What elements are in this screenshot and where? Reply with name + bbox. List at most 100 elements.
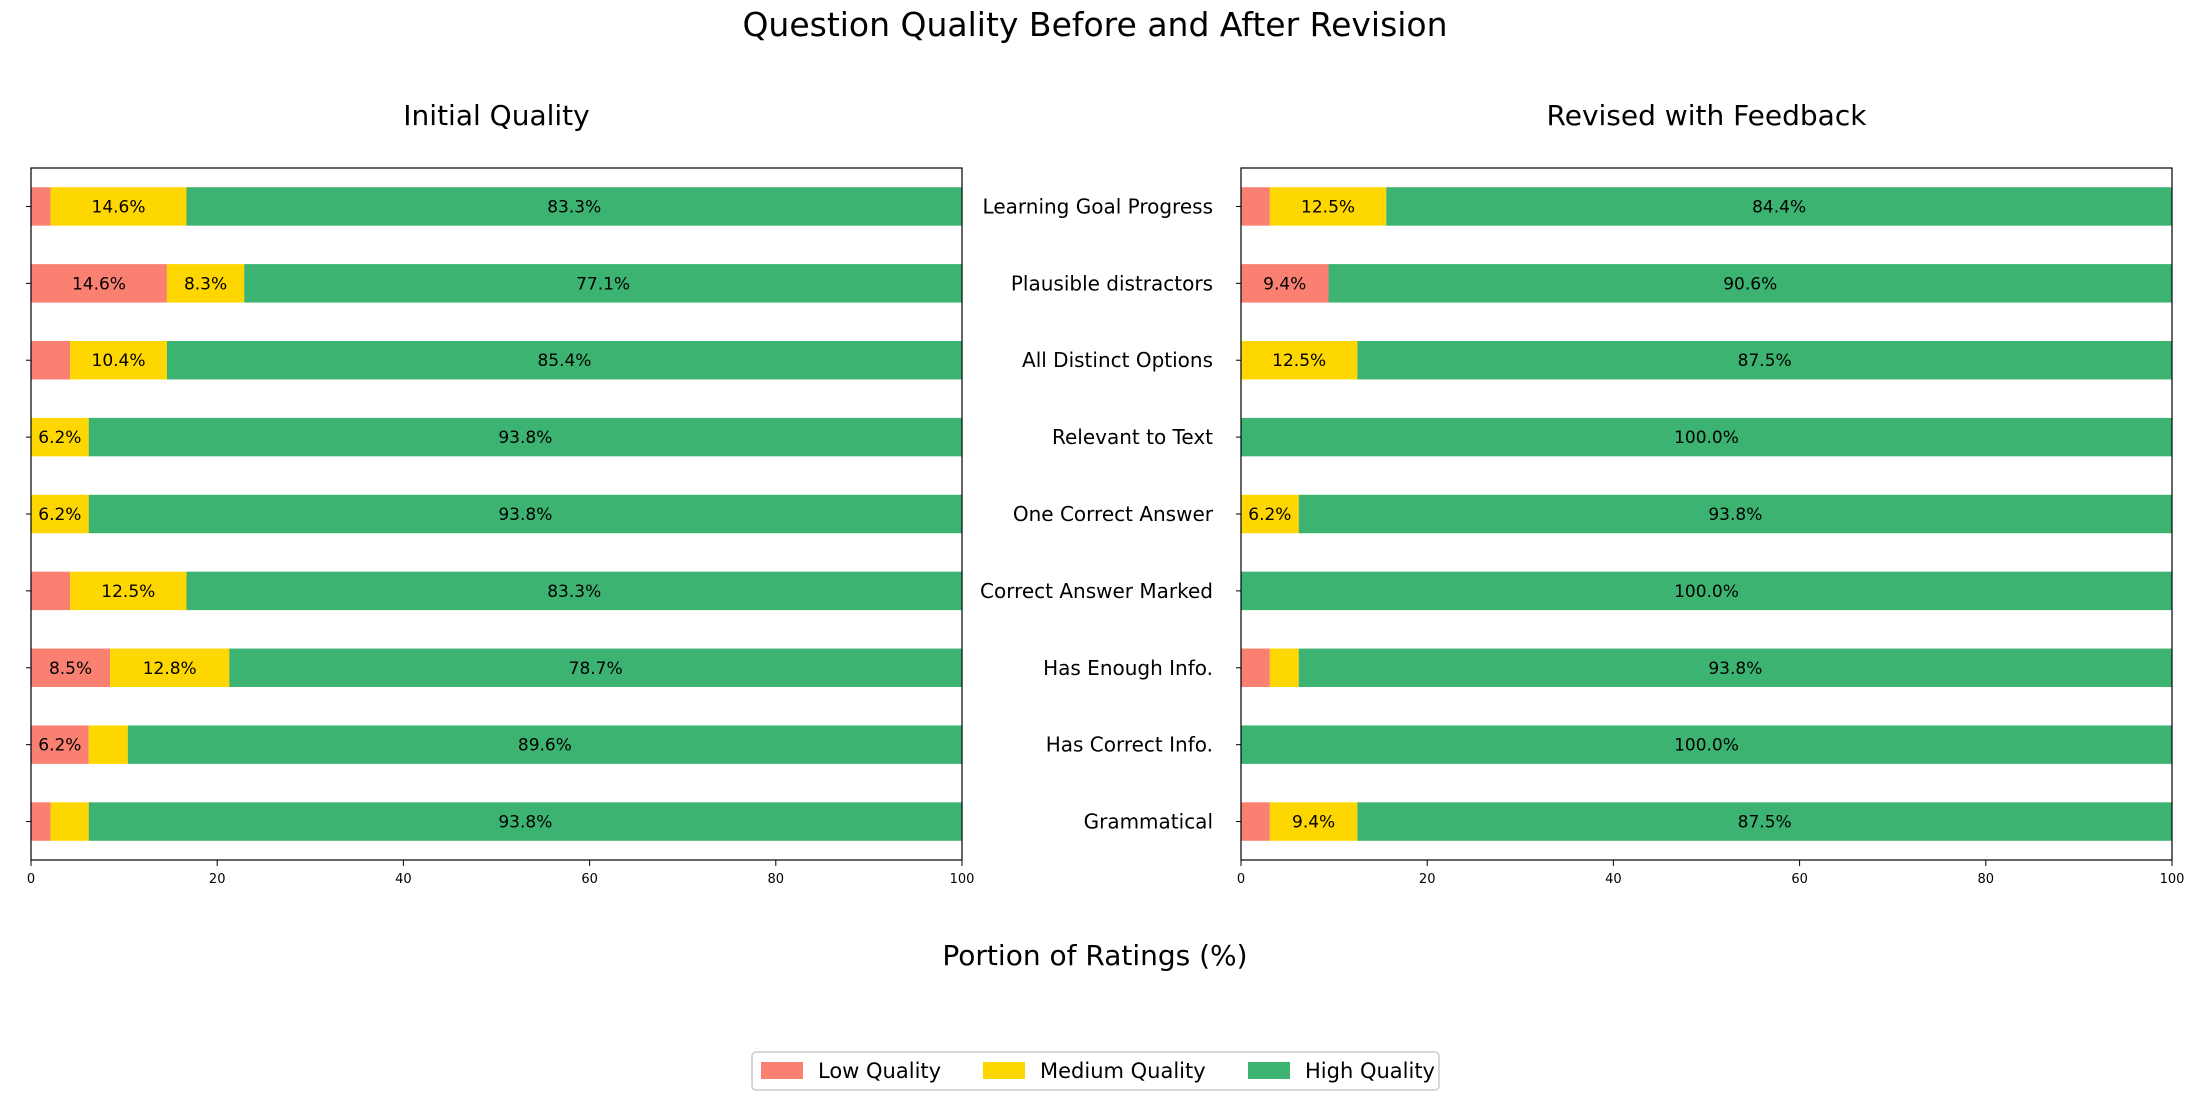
y-tick-label: Relevant to Text [1052, 425, 1213, 449]
legend-swatch-low-quality [761, 1062, 803, 1079]
data-label: 8.3% [184, 274, 227, 294]
bar-high-quality-correct-answer-marked [1241, 571, 2172, 611]
data-label: 85.4% [537, 351, 591, 371]
x-tick-label: 20 [1419, 872, 1436, 887]
bar-medium-quality-learning-goal-progress [50, 187, 187, 226]
x-axis-label: Portion of Ratings (%) [942, 939, 1247, 972]
data-label: 12.8% [143, 659, 197, 679]
data-label: 6.2% [38, 736, 81, 756]
bar-medium-quality-relevant-to-text [31, 417, 89, 457]
data-label: 6.2% [1248, 505, 1291, 525]
y-tick-label: Learning Goal Progress [983, 194, 1213, 218]
data-label: 93.8% [498, 428, 552, 448]
x-tick-label: 40 [1605, 872, 1622, 887]
bar-low-quality-all-distinct-options [31, 341, 71, 380]
chart-title: Initial Quality [403, 99, 589, 132]
x-tick-label: 60 [581, 872, 598, 887]
x-tick-label: 100 [2160, 872, 2185, 887]
data-label: 93.8% [1708, 659, 1762, 679]
bar-medium-quality-has-correct-info [88, 725, 128, 764]
data-label: 78.7% [569, 659, 623, 679]
bar-high-quality-all-distinct-options [1357, 341, 2172, 380]
axes-frame [1240, 167, 2173, 861]
bar-medium-quality-has-enough-info [1269, 648, 1299, 687]
bar-high-quality-grammatical [1357, 802, 2172, 841]
data-label: 9.4% [1263, 274, 1306, 294]
bar-low-quality-has-enough-info [31, 648, 111, 687]
x-tick-label: 80 [1978, 872, 1995, 887]
data-label: 89.6% [518, 736, 572, 756]
bar-high-quality-relevant-to-text [1241, 417, 2172, 457]
data-label: 84.4% [1752, 197, 1806, 217]
y-tick-label: One Correct Answer [1013, 502, 1214, 526]
data-label: 93.8% [498, 813, 552, 833]
data-label: 10.4% [92, 351, 146, 371]
legend-frame [751, 1051, 1440, 1091]
legend: Low Quality Medium Quality High Quality [751, 1051, 1440, 1091]
data-label: 6.2% [38, 428, 81, 448]
data-label: 14.6% [92, 197, 146, 217]
data-label: 87.5% [1738, 351, 1792, 371]
bar-medium-quality-learning-goal-progress [1269, 187, 1387, 226]
y-tick-label: All Distinct Options [1022, 348, 1213, 372]
data-label: 93.8% [1708, 505, 1762, 525]
bar-high-quality-one-correct-answer [1298, 494, 2172, 534]
bar-high-quality-learning-goal-progress [186, 187, 963, 226]
bar-low-quality-correct-answer-marked [31, 571, 71, 611]
bar-low-quality-has-correct-info [31, 725, 89, 764]
bar-low-quality-has-enough-info [1241, 648, 1270, 687]
bar-high-quality-correct-answer-marked [186, 571, 963, 611]
bar-medium-quality-grammatical [1269, 802, 1358, 841]
panel-revised-with-feedback: Revised with Feedback 12.5% 84.4% Learning … [980, 99, 2184, 887]
data-label: 77.1% [576, 274, 630, 294]
data-label: 83.3% [547, 582, 601, 602]
y-tick-label: Has Correct Info. [1046, 733, 1213, 757]
bar-low-quality-plausible-distractors [31, 264, 167, 303]
data-label: 9.4% [1292, 813, 1335, 833]
data-label: 12.5% [1301, 197, 1355, 217]
bar-high-quality-has-enough-info [229, 648, 963, 687]
bar-low-quality-learning-goal-progress [31, 187, 51, 226]
y-tick-label: Correct Answer Marked [980, 579, 1213, 603]
data-label: 100.0% [1674, 582, 1739, 602]
legend-label-medium-quality: Medium Quality [1040, 1059, 1206, 1083]
chart-title: Revised with Feedback [1547, 99, 1868, 132]
bar-low-quality-learning-goal-progress [1241, 187, 1270, 226]
bar-high-quality-all-distinct-options [166, 341, 962, 380]
bar-high-quality-has-correct-info [127, 725, 963, 764]
x-tick-label: 80 [768, 872, 785, 887]
bar-high-quality-one-correct-answer [88, 494, 963, 534]
bar-medium-quality-correct-answer-marked [70, 571, 187, 611]
bar-high-quality-learning-goal-progress [1386, 187, 2172, 226]
legend-swatch-medium-quality [983, 1062, 1025, 1079]
data-label: 83.3% [547, 197, 601, 217]
data-label: 8.5% [49, 659, 92, 679]
x-tick-label: 60 [1791, 872, 1808, 887]
bar-medium-quality-grammatical [50, 802, 89, 841]
y-tick-label: Grammatical [1084, 810, 1213, 834]
bar-high-quality-grammatical [88, 802, 963, 841]
data-label: 93.8% [498, 505, 552, 525]
data-label: 100.0% [1674, 428, 1739, 448]
x-tick-label: 40 [395, 872, 412, 887]
x-tick-label: 20 [209, 872, 226, 887]
data-label: 14.6% [72, 274, 126, 294]
x-tick-label: 100 [950, 872, 975, 887]
panel-initial-quality: Initial Quality 14.6% 83.3% 14.6% 8.3% 77.1% 1… [26, 99, 974, 887]
axes-frame [30, 167, 963, 861]
bar-medium-quality-all-distinct-options [1241, 341, 1358, 380]
bar-low-quality-grammatical [1241, 802, 1270, 841]
bar-medium-quality-has-enough-info [110, 648, 230, 687]
data-label: 12.5% [101, 582, 155, 602]
bar-low-quality-grammatical [31, 802, 51, 841]
figure-title: Question Quality Before and After Revisi… [742, 5, 1447, 44]
legend-label-high-quality: High Quality [1305, 1059, 1435, 1083]
bar-high-quality-relevant-to-text [88, 417, 963, 457]
bar-medium-quality-all-distinct-options [70, 341, 167, 380]
legend-label-low-quality: Low Quality [818, 1059, 941, 1083]
x-tick-label: 0 [27, 872, 35, 887]
data-label: 87.5% [1738, 813, 1792, 833]
bar-high-quality-plausible-distractors [244, 264, 963, 303]
